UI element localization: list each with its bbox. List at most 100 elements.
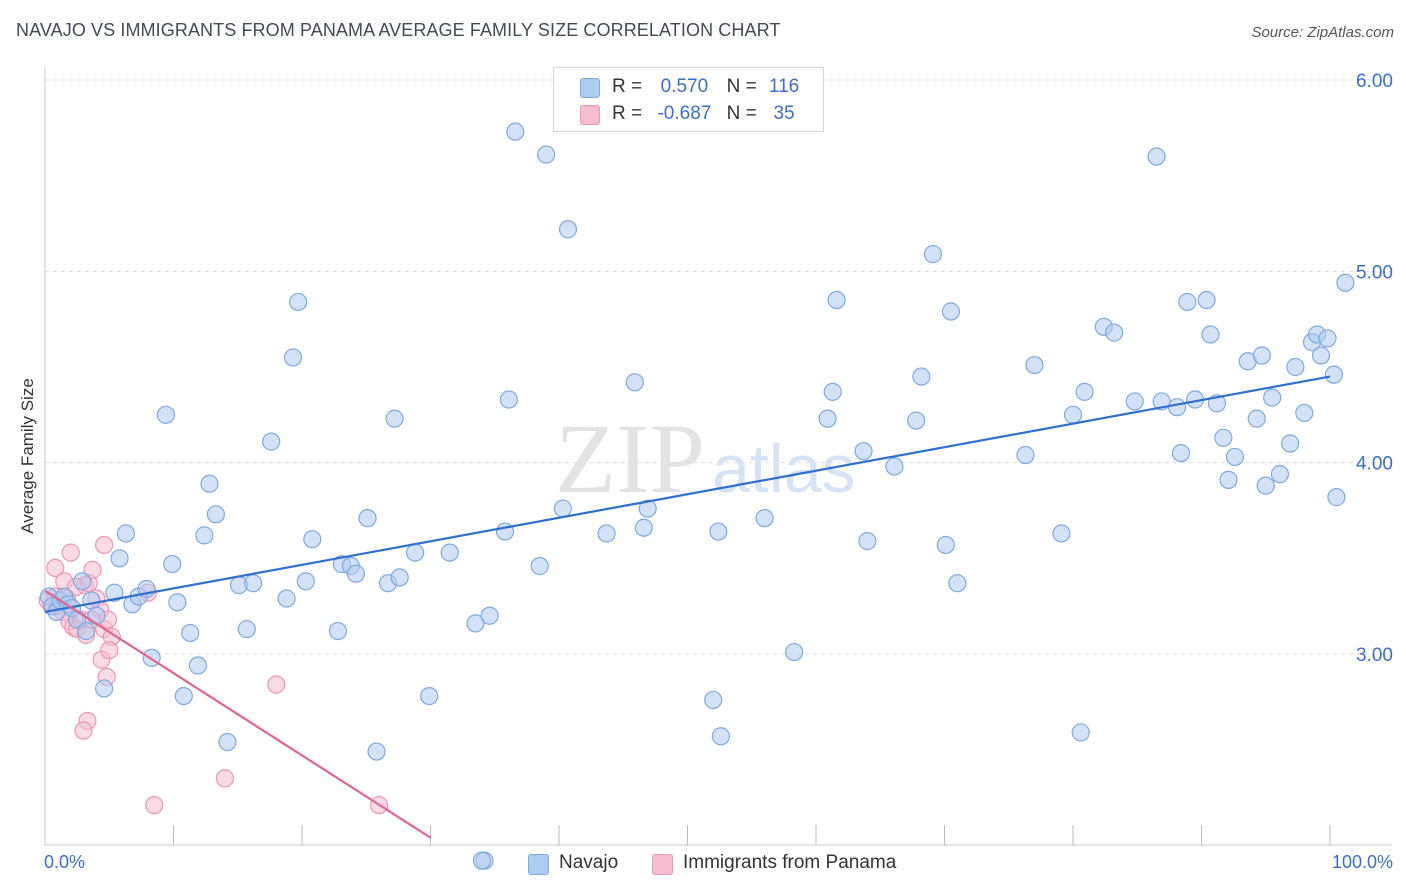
x-axis-max-label: 100.0% [1331, 852, 1393, 872]
navajo-point [1336, 273, 1355, 292]
navajo-point [885, 457, 904, 476]
navajo-point [1295, 403, 1314, 423]
navajo-point [440, 543, 459, 562]
navajo-point [1178, 292, 1197, 312]
navajo-point [1052, 524, 1071, 543]
navajo-point [1311, 346, 1331, 365]
panama-points [38, 535, 389, 815]
panama-point [100, 641, 119, 660]
navajo-point [1225, 447, 1245, 467]
y-tick-label: 4.00 [1356, 454, 1393, 475]
navajo-point [854, 442, 873, 461]
navajo-point [95, 679, 114, 698]
legend-n-label: N = [726, 76, 757, 97]
navajo-point [1263, 388, 1282, 407]
navajo-point [289, 292, 308, 312]
navajo-point [936, 535, 955, 555]
navajo-point [73, 572, 92, 591]
navajo-point [823, 382, 842, 401]
navajo-point [1252, 346, 1271, 365]
navajo-point [116, 524, 136, 543]
navajo-point [206, 505, 226, 524]
navajo-point [346, 564, 366, 583]
y-tick-label: 3.00 [1356, 645, 1393, 666]
navajo-point [82, 591, 101, 610]
navajo-point [634, 518, 653, 537]
legend-n-value: 116 [768, 76, 800, 97]
navajo-trend-line [44, 375, 1331, 613]
navajo-point [755, 509, 774, 528]
legend-r-label: R = [612, 76, 643, 97]
navajo-point [367, 742, 386, 761]
y-axis-label: Average Family Size [18, 378, 37, 534]
navajo-point [506, 122, 525, 141]
navajo-point [1247, 409, 1266, 428]
axis-layer [44, 67, 1392, 846]
navajo-point [1324, 365, 1343, 384]
navajo-point [163, 554, 182, 574]
navajo-point [466, 614, 485, 633]
navajo-point [328, 621, 348, 641]
navajo-point [1125, 392, 1144, 411]
navajo-point [358, 509, 377, 528]
legend-label-panama: Immigrants from Panama [683, 852, 897, 873]
navajo-point [553, 499, 572, 518]
navajo-point [472, 851, 491, 870]
navajo-point [1016, 445, 1035, 465]
navajo-point [1063, 405, 1083, 424]
navajo-point [923, 245, 943, 264]
navajo-point [195, 526, 214, 545]
navajo-point [704, 690, 723, 710]
navajo-point [420, 686, 439, 706]
panama-point [145, 796, 164, 815]
navajo-point [1071, 723, 1090, 742]
navajo-point [1214, 428, 1233, 447]
navajo-points [39, 122, 1355, 870]
watermark-zip: ZIP [555, 403, 705, 514]
chart-title: NAVAJO VS IMMIGRANTS FROM PANAMA AVERAGE… [16, 20, 781, 40]
navajo-point [818, 409, 837, 428]
panama-point [61, 543, 80, 562]
navajo-legend-swatch [528, 854, 549, 875]
navajo-point [1167, 398, 1187, 417]
navajo-point [156, 405, 175, 424]
navajo-point [188, 656, 208, 675]
navajo-point [1105, 323, 1124, 342]
legend-r-label: R = [612, 103, 643, 124]
legend-r-value: -0.687 [657, 103, 712, 124]
correlation-legend: R = 0.570 N = 116 R = -0.687 N = 35 [553, 67, 824, 132]
panama-trend-line [44, 589, 432, 839]
navajo-point [912, 367, 931, 386]
navajo-point [827, 290, 846, 310]
navajo-point [1201, 325, 1220, 344]
navajo-point [200, 474, 219, 493]
navajo-point [1219, 470, 1238, 489]
navajo-point [105, 583, 124, 602]
navajo-point [625, 373, 644, 392]
navajo-point [1281, 434, 1300, 453]
navajo-point [711, 727, 731, 746]
y-tick-label: 5.00 [1356, 262, 1393, 283]
trend-lines [44, 375, 1331, 839]
navajo-point [1147, 147, 1166, 166]
navajo-point [110, 549, 129, 568]
navajo-point [907, 411, 926, 430]
grid-layer [45, 79, 1392, 655]
legend-n-value: 35 [773, 103, 795, 124]
navajo-point [303, 530, 322, 549]
navajo-point [1025, 355, 1044, 375]
navajo-point [174, 686, 193, 706]
navajo-point [1318, 329, 1337, 348]
navajo-point [941, 302, 961, 321]
navajo-point [168, 593, 187, 612]
navajo-point [1327, 488, 1346, 507]
navajo-point [1171, 444, 1191, 463]
legend-label-navajo: Navajo [559, 852, 619, 873]
panama-point [46, 558, 65, 578]
navajo-point [87, 606, 106, 625]
navajo-point [858, 532, 877, 551]
navajo-point [405, 543, 425, 562]
navajo-point [1197, 290, 1216, 310]
y-tick-label: 6.00 [1356, 71, 1393, 92]
